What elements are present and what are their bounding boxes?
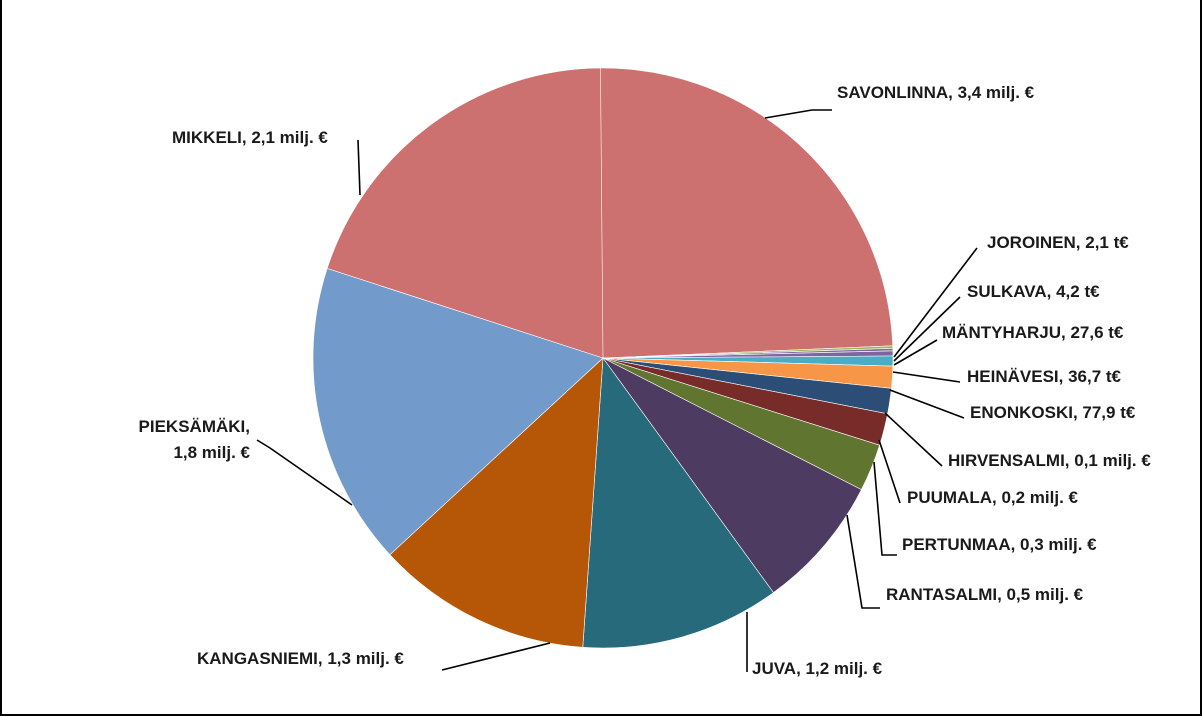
leader-line-hirvensalmi bbox=[884, 412, 943, 467]
data-label-pieksämäki-1: PIEKSÄMÄKI, bbox=[139, 417, 250, 436]
leader-line-puumala bbox=[878, 439, 901, 504]
data-label-enonkoski: ENONKOSKI, 77,9 t€ bbox=[970, 403, 1136, 422]
data-label-pieksämäki-2: 1,8 milj. € bbox=[173, 443, 250, 462]
data-label-pertunmaa: PERTUNMAA, 0,3 milj. € bbox=[902, 535, 1097, 554]
pie-slice-juva bbox=[582, 357, 774, 649]
leader-line-rantasalmi bbox=[846, 514, 880, 609]
leader-line-heinävesi bbox=[892, 371, 961, 383]
leader-lines bbox=[256, 109, 978, 672]
data-label-mikkeli: MIKKELI, 2,1 milj. € bbox=[172, 128, 328, 147]
leader-line-joroinen bbox=[893, 247, 978, 358]
pie-slice-rantasalmi bbox=[602, 357, 862, 594]
data-label-sulkava: SULKAVA, 4,2 t€ bbox=[967, 282, 1100, 301]
leader-line-savonlinna bbox=[764, 109, 832, 119]
data-label-mäntyharju: MÄNTYHARJU, 27,6 t€ bbox=[942, 323, 1124, 342]
leader-line-kangasniemi bbox=[441, 642, 551, 671]
data-label-rantasalmi: RANTASALMI, 0,5 milj. € bbox=[886, 585, 1084, 604]
leader-line-pieksämäki bbox=[256, 439, 353, 506]
data-label-heinävesi: HEINÄVESI, 36,7 t€ bbox=[967, 367, 1122, 386]
pie-slices bbox=[312, 67, 894, 649]
pie-slice-pieksämäki bbox=[312, 268, 604, 556]
data-label-kangasniemi: KANGASNIEMI, 1,3 milj. € bbox=[197, 649, 404, 668]
data-label-joroinen: JOROINEN, 2,1 t€ bbox=[987, 233, 1129, 252]
pie-slice-mikkeli bbox=[326, 67, 604, 359]
leader-line-mäntyharju bbox=[893, 339, 938, 366]
data-label-puumala: PUUMALA, 0,2 milj. € bbox=[907, 488, 1079, 507]
data-label-savonlinna: SAVONLINNA, 3,4 milj. € bbox=[837, 83, 1035, 102]
data-label-juva: JUVA, 1,2 milj. € bbox=[752, 659, 883, 678]
leader-line-sulkava bbox=[893, 296, 961, 362]
leader-line-mikkeli bbox=[357, 139, 361, 196]
leader-line-enonkoski bbox=[889, 389, 965, 419]
data-label-hirvensalmi: HIRVENSALMI, 0,1 milj. € bbox=[948, 451, 1151, 470]
leader-line-pertunmaa bbox=[873, 461, 897, 556]
data-labels: SAVONLINNA, 3,4 milj. € JOROINEN, 2,1 t€ S… bbox=[139, 83, 1152, 678]
pie-slice-kangasniemi bbox=[389, 357, 604, 648]
